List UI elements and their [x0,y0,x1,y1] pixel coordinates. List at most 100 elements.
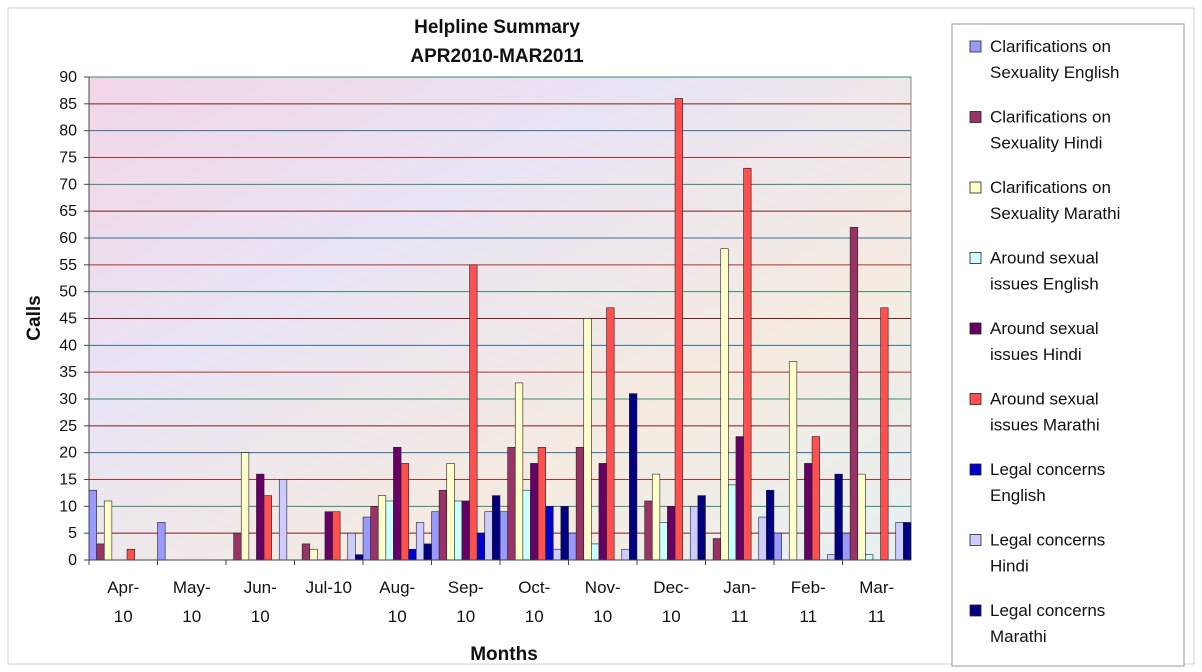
bar [408,548,417,561]
x-tick-label: 11 [731,607,749,626]
bar [454,500,463,561]
x-tick-label: 10 [593,607,612,626]
bar [735,436,744,561]
bar [674,98,683,561]
legend-label: Hindi [990,557,1029,576]
x-axis-title: Months [470,644,538,665]
y-tick-label: 30 [59,391,77,408]
legend-label: Around sexual [990,249,1099,268]
bar [552,548,562,561]
bar [644,500,653,561]
x-tick-label: 10 [251,607,270,626]
y-tick-label: 90 [59,69,77,86]
y-tick-label: 80 [59,123,77,140]
y-tick-label: 5 [68,525,77,542]
y-tick-label: 45 [59,311,77,328]
x-tick-label: Aug- [379,578,415,597]
y-tick-label: 10 [59,498,77,515]
legend-label: Clarifications on [990,108,1111,127]
bar [689,506,699,561]
x-tick-label: Jul-10 [306,578,352,597]
y-tick-label: 20 [59,445,77,462]
x-tick-label: Feb- [791,578,826,597]
bar [583,318,592,561]
legend-label: Clarifications on [990,178,1111,197]
y-tick-label: 25 [59,418,77,435]
x-tick-label: Jun- [244,578,277,597]
legend-swatch [969,322,982,335]
bar [842,532,851,561]
bar [233,532,242,561]
bar [301,543,311,561]
bar [347,532,356,561]
bar [461,500,470,561]
legend-label: issues English [990,275,1099,294]
bar [591,543,600,561]
bar [324,511,333,561]
bar [880,307,889,561]
bar [96,543,105,561]
bar [903,522,912,561]
x-tick-label: Dec- [653,578,689,597]
bar [332,511,341,561]
legend-label: Sexuality English [990,63,1119,82]
x-tick-label: 10 [114,607,133,626]
bar [568,532,577,561]
legend-label: Legal concerns [990,601,1105,620]
legend-swatch [969,252,982,264]
legend-label: Legal concerns [990,531,1105,550]
bar [720,248,729,561]
bar [530,463,539,561]
bar [492,495,501,561]
bar [834,473,843,561]
legend-swatch [969,111,982,123]
legend-label: Sexuality Hindi [990,134,1102,153]
bar [826,554,836,561]
bar [103,500,113,561]
legend-label: Sexuality Marathi [990,204,1120,223]
x-tick-label: Apr- [107,578,139,597]
y-tick-label: 65 [59,203,77,220]
bar [758,516,767,561]
legend-swatch [969,393,982,405]
bar [446,463,455,561]
bar [355,554,364,561]
bar [499,511,508,561]
bar [865,554,874,561]
y-tick-label: 60 [59,230,77,247]
x-tick-label: 11 [799,607,817,626]
bar [849,226,859,561]
bar [393,446,402,561]
legend-swatch [969,40,982,53]
legend-label: issues Marathi [990,416,1100,435]
y-tick-label: 85 [59,96,77,113]
bar [522,489,531,561]
legend-label: Clarifications on [990,37,1111,56]
y-tick-label: 50 [59,284,77,301]
legend-label: Around sexual [990,390,1099,409]
y-tick-label: 70 [59,176,77,193]
legend-box [951,23,1185,667]
bar [438,489,448,561]
bar [377,495,387,561]
x-tick-label: Oct- [518,578,550,597]
x-tick-label: 10 [182,607,201,626]
bar [278,479,288,561]
y-tick-label: 35 [59,364,77,381]
legend-swatch [969,181,982,194]
y-tick-label: 55 [59,257,77,274]
bar [537,446,546,561]
bar [309,548,318,561]
bar [484,511,493,561]
bar [811,436,820,561]
x-tick-label: 10 [456,607,475,626]
legend-label: Legal concerns [990,460,1105,479]
bar [766,489,775,561]
bar [575,446,585,561]
bar [895,522,904,561]
x-tick-label: Nov- [585,578,621,597]
x-tick-label: Jan- [723,578,756,597]
bar [804,463,813,561]
